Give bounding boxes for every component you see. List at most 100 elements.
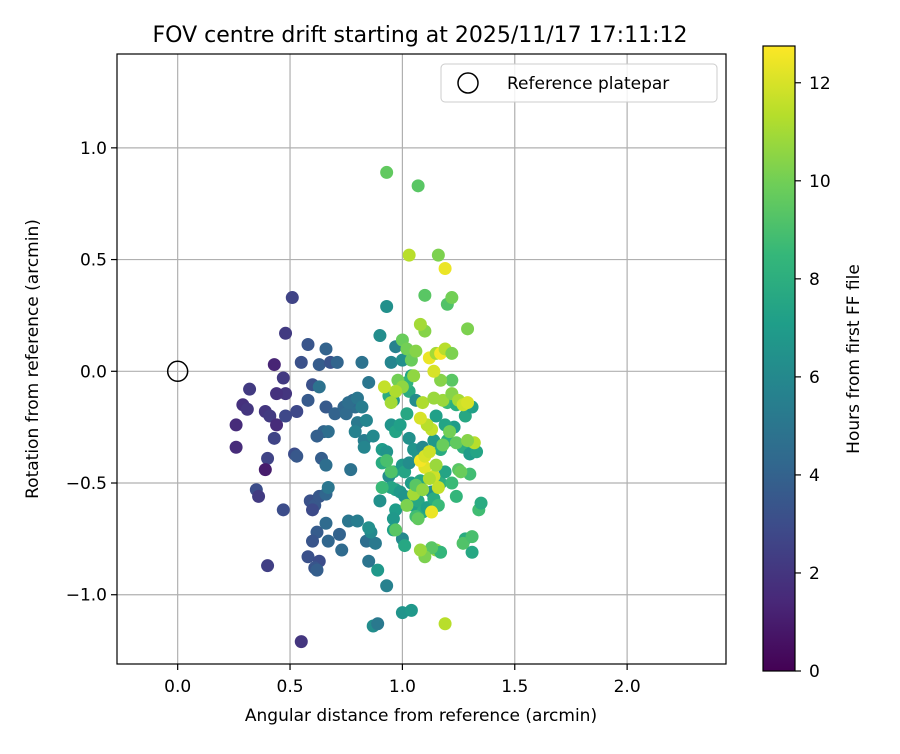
scatter-point <box>373 329 387 343</box>
scatter-point <box>270 418 284 432</box>
scatter-point <box>431 480 445 494</box>
scatter-point <box>344 463 358 477</box>
scatter-point <box>402 248 416 262</box>
scatter-point <box>355 400 369 414</box>
scatter-point <box>380 299 394 313</box>
x-axis-label: Angular distance from reference (arcmin) <box>245 706 597 726</box>
scatter-point <box>290 449 304 463</box>
scatter-point <box>252 489 266 503</box>
legend-box <box>440 63 718 103</box>
scatter-point <box>413 317 427 331</box>
scatter-point <box>456 536 470 550</box>
scatter-point <box>261 451 275 465</box>
colorbar-tick-label: 0 <box>809 662 820 682</box>
colorbar-tick-label: 8 <box>809 270 820 290</box>
scatter-point <box>400 407 414 421</box>
scatter-point <box>339 407 353 421</box>
scatter-point <box>429 409 443 423</box>
legend-entry-label: Reference platepar <box>507 74 669 94</box>
scatter-point <box>418 288 432 302</box>
scatter-point <box>243 382 257 396</box>
scatter-point <box>312 380 326 394</box>
colorbar-tick-label: 10 <box>809 172 831 192</box>
scatter-point <box>431 248 445 262</box>
y-tick-label: −0.5 <box>66 474 107 494</box>
scatter-point <box>348 425 362 439</box>
scatter-point <box>400 498 414 512</box>
scatter-point <box>384 355 398 369</box>
scatter-point <box>290 405 304 419</box>
scatter-point <box>375 480 389 494</box>
scatter-point <box>306 503 320 517</box>
y-axis-label: Rotation from reference (arcmin) <box>23 219 43 499</box>
scatter-point <box>310 429 324 443</box>
scatter-point <box>393 418 407 432</box>
scatter-point <box>438 617 452 631</box>
scatter-point <box>454 465 468 479</box>
scatter-point <box>465 530 479 544</box>
scatter-point <box>285 291 299 305</box>
scatter-point <box>395 353 409 367</box>
colorbar-tick-label: 2 <box>809 564 820 584</box>
scatter-point <box>465 545 479 559</box>
scatter-point <box>458 409 472 423</box>
scatter-point <box>319 400 333 414</box>
scatter-point <box>438 262 452 276</box>
scatter-point <box>357 440 371 454</box>
scatter-point <box>261 559 275 573</box>
y-tick-label: −1.0 <box>66 586 107 606</box>
scatter-point <box>319 342 333 356</box>
scatter-point <box>371 563 385 577</box>
scatter-point <box>270 387 284 401</box>
colorbar <box>762 45 796 672</box>
x-tick-label: 0.5 <box>277 677 304 697</box>
scatter-point <box>335 543 349 557</box>
scatter-point <box>319 516 333 530</box>
scatter-point <box>306 534 320 548</box>
legend-reference-marker-icon <box>457 72 479 94</box>
data-points <box>229 165 488 649</box>
scatter-point <box>436 393 450 407</box>
scatter-point <box>276 371 290 385</box>
scatter-point <box>386 512 400 526</box>
scatter-point <box>380 579 394 593</box>
scatter-point <box>279 387 293 401</box>
scatter-point <box>449 436 463 450</box>
scatter-point <box>380 454 394 468</box>
scatter-point <box>404 603 418 617</box>
scatter-point <box>380 445 394 459</box>
scatter-point <box>362 375 376 389</box>
scatter-point <box>312 358 326 372</box>
scatter-point <box>445 476 459 490</box>
scatter-point <box>389 384 403 398</box>
plot-frame <box>116 53 727 665</box>
scatter-point <box>422 472 436 486</box>
scatter-point <box>319 458 333 472</box>
scatter-point <box>366 429 380 443</box>
scatter-point <box>294 635 308 649</box>
scatter-point <box>355 355 369 369</box>
chart-title: FOV centre drift starting at 2025/11/17 … <box>153 23 688 48</box>
scatter-point <box>301 550 315 564</box>
scatter-point <box>384 465 398 479</box>
x-tick-label: 0.0 <box>164 677 191 697</box>
scatter-point <box>449 489 463 503</box>
scatter-point <box>310 563 324 577</box>
scatter-point <box>229 440 243 454</box>
scatter-point <box>413 411 427 425</box>
scatter-point <box>263 409 277 423</box>
scatter-point <box>389 523 403 537</box>
scatter-point <box>229 418 243 432</box>
scatter-point <box>267 358 281 372</box>
scatter-point <box>371 617 385 631</box>
reference-platepar-marker <box>166 360 189 383</box>
scatter-point <box>425 505 439 519</box>
scatter-point <box>416 396 430 410</box>
scatter-point <box>461 434 475 448</box>
x-tick-label: 1.5 <box>501 677 528 697</box>
scatter-point <box>461 396 475 410</box>
scatter-point <box>443 425 457 439</box>
scatter-point <box>409 344 423 358</box>
